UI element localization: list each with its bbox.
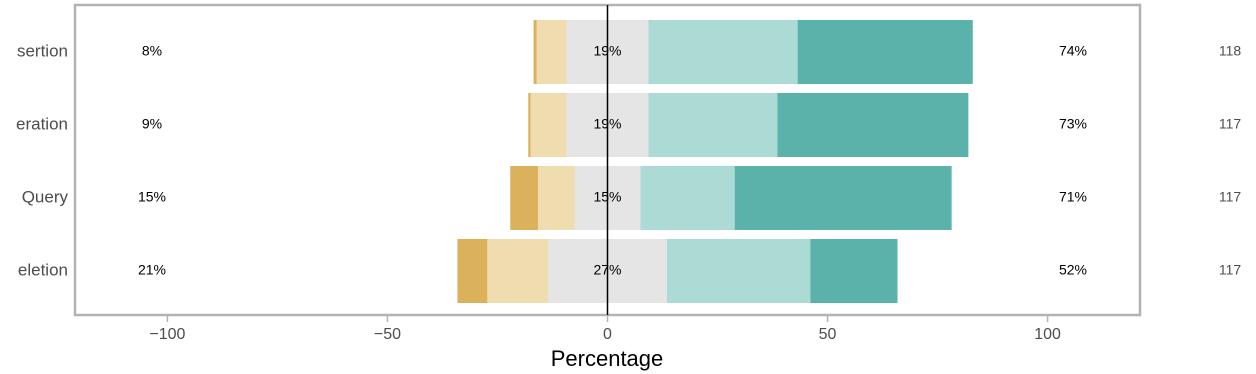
category-label: eletion: [18, 260, 68, 279]
category-label: Query: [22, 187, 69, 206]
right-total: 73%: [1059, 116, 1087, 132]
x-tick-label: 100: [1034, 326, 1061, 343]
count: 117: [1219, 189, 1242, 205]
bar-segment: [797, 20, 973, 84]
count: 118: [1219, 43, 1242, 59]
right-total: 71%: [1059, 189, 1087, 205]
bar-segment: [777, 93, 969, 157]
bar-segment: [666, 239, 811, 303]
bar-segment: [487, 239, 549, 303]
bar-segment: [537, 166, 575, 230]
left-total: 15%: [138, 189, 166, 205]
bar-segment: [734, 166, 952, 230]
x-tick-label: −50: [374, 326, 401, 343]
left-total: 9%: [142, 116, 162, 132]
bar-segment: [457, 239, 488, 303]
bar-segment: [533, 20, 537, 84]
right-total: 74%: [1059, 43, 1087, 59]
x-tick-label: −100: [149, 326, 185, 343]
count: 117: [1219, 116, 1242, 132]
bar-segment: [510, 166, 538, 230]
x-axis-label: Percentage: [551, 346, 664, 371]
bar-segment: [530, 93, 567, 157]
bar-segment: [528, 93, 531, 157]
right-total: 52%: [1059, 262, 1087, 278]
count: 117: [1219, 262, 1242, 278]
x-tick-label: 50: [819, 326, 837, 343]
category-label: eration: [16, 114, 68, 133]
category-label: sertion: [17, 41, 68, 60]
left-total: 8%: [142, 43, 162, 59]
bar-segment: [648, 93, 778, 157]
x-tick-label: 0: [603, 326, 612, 343]
left-total: 21%: [138, 262, 166, 278]
bar-segment: [810, 239, 898, 303]
bar-segment: [648, 20, 798, 84]
bar-segment: [536, 20, 567, 84]
bar-segment: [640, 166, 735, 230]
